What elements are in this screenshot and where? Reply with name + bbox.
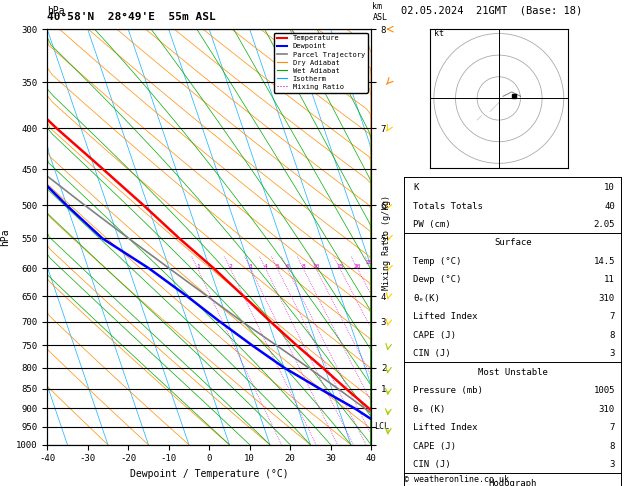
Text: 02.05.2024  21GMT  (Base: 18): 02.05.2024 21GMT (Base: 18) — [401, 5, 582, 16]
Text: 3: 3 — [249, 264, 253, 269]
Text: kt: kt — [434, 29, 444, 37]
Text: 20: 20 — [354, 264, 362, 269]
X-axis label: Dewpoint / Temperature (°C): Dewpoint / Temperature (°C) — [130, 469, 289, 479]
Text: 40°58'N  28°49'E  55m ASL: 40°58'N 28°49'E 55m ASL — [47, 12, 216, 22]
Text: 3: 3 — [610, 349, 615, 358]
Text: 2: 2 — [229, 264, 233, 269]
Text: hPa: hPa — [47, 5, 65, 16]
Text: km
ASL: km ASL — [372, 2, 387, 22]
Text: 8: 8 — [302, 264, 306, 269]
Text: 8: 8 — [610, 442, 615, 451]
Text: CAPE (J): CAPE (J) — [413, 331, 456, 340]
Text: 3: 3 — [610, 460, 615, 469]
Text: Temp (°C): Temp (°C) — [413, 257, 462, 266]
Text: Lifted Index: Lifted Index — [413, 423, 477, 432]
Text: 7: 7 — [610, 423, 615, 432]
Legend: Temperature, Dewpoint, Parcel Trajectory, Dry Adiabat, Wet Adiabat, Isotherm, Mi: Temperature, Dewpoint, Parcel Trajectory… — [274, 33, 367, 93]
Text: 1005: 1005 — [593, 386, 615, 395]
Text: 310: 310 — [599, 405, 615, 414]
Text: Surface: Surface — [494, 239, 532, 247]
Text: 10: 10 — [313, 264, 320, 269]
Text: 15: 15 — [337, 264, 344, 269]
Text: Most Unstable: Most Unstable — [478, 368, 548, 377]
Text: Pressure (mb): Pressure (mb) — [413, 386, 483, 395]
Text: 4: 4 — [264, 264, 268, 269]
Text: Dewp (°C): Dewp (°C) — [413, 276, 462, 284]
Text: CIN (J): CIN (J) — [413, 460, 451, 469]
Text: K: K — [413, 183, 418, 192]
Y-axis label: hPa: hPa — [1, 228, 11, 246]
Text: 1: 1 — [196, 264, 199, 269]
Text: Lifted Index: Lifted Index — [413, 312, 477, 321]
Text: 25: 25 — [365, 260, 373, 265]
Text: Hodograph: Hodograph — [489, 479, 537, 486]
Text: PW (cm): PW (cm) — [413, 220, 451, 229]
Text: 310: 310 — [599, 294, 615, 303]
Text: 5: 5 — [276, 264, 279, 269]
Text: θₑ (K): θₑ (K) — [413, 405, 445, 414]
Text: Mixing Ratio (g/kg): Mixing Ratio (g/kg) — [382, 195, 391, 291]
Text: LCL: LCL — [374, 422, 389, 432]
Text: 2.05: 2.05 — [593, 220, 615, 229]
Text: 14.5: 14.5 — [593, 257, 615, 266]
Text: θₑ(K): θₑ(K) — [413, 294, 440, 303]
Text: © weatheronline.co.uk: © weatheronline.co.uk — [404, 474, 509, 484]
Text: Totals Totals: Totals Totals — [413, 202, 483, 210]
Text: 6: 6 — [286, 264, 289, 269]
Text: 8: 8 — [610, 331, 615, 340]
Text: CAPE (J): CAPE (J) — [413, 442, 456, 451]
Text: 10: 10 — [604, 183, 615, 192]
Text: 11: 11 — [604, 276, 615, 284]
Text: CIN (J): CIN (J) — [413, 349, 451, 358]
Text: 7: 7 — [610, 312, 615, 321]
Text: 40: 40 — [604, 202, 615, 210]
